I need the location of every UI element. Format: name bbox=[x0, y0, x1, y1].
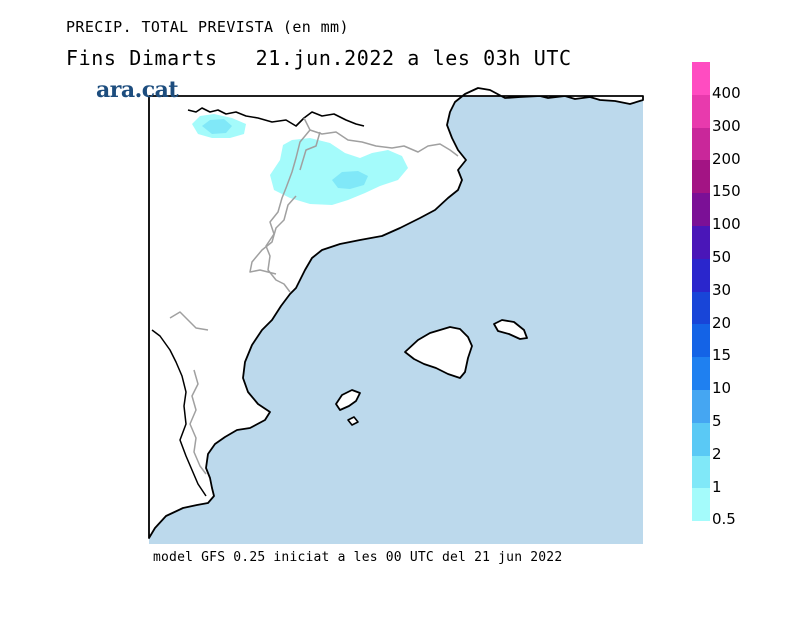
border-catalonia-france bbox=[265, 117, 311, 293]
legend-label: 10 bbox=[712, 379, 732, 398]
legend-swatch bbox=[692, 291, 710, 325]
legend-swatch bbox=[692, 390, 710, 423]
legend-swatch bbox=[692, 160, 710, 194]
legend-label: 100 bbox=[712, 215, 741, 234]
border-west bbox=[299, 131, 321, 171]
legend-label: 400 bbox=[712, 84, 741, 102]
model-footer: model GFS 0.25 iniciat a les 00 UTC del … bbox=[153, 550, 563, 565]
legend-swatch bbox=[692, 94, 710, 128]
legend-label: 2 bbox=[712, 444, 722, 463]
precip-area-pyrenees-core bbox=[332, 171, 368, 189]
legend-swatch bbox=[692, 258, 710, 292]
island-mallorca bbox=[404, 326, 473, 379]
legend-swatch bbox=[692, 62, 710, 95]
island-formentera bbox=[347, 416, 359, 426]
border-south-west bbox=[169, 311, 209, 331]
coastline-inland-west bbox=[151, 329, 207, 497]
land-mainland bbox=[148, 87, 644, 539]
chart-subtitle: Fins Dimarts 21.jun.2022 a les 03h UTC bbox=[66, 46, 572, 70]
legend-label: 30 bbox=[712, 280, 732, 299]
legend-label: 300 bbox=[712, 116, 741, 135]
legend-swatch bbox=[692, 127, 710, 161]
ara-cat-logo[interactable]: ara.cat bbox=[96, 77, 179, 103]
chart-title: PRECIP. TOTAL PREVISTA (en mm) bbox=[66, 18, 349, 36]
border-valencia bbox=[189, 369, 207, 475]
island-eivissa bbox=[335, 389, 361, 411]
legend-swatch bbox=[692, 357, 710, 390]
legend-label: 150 bbox=[712, 182, 741, 201]
legend-swatch bbox=[692, 324, 710, 358]
legend-label: 200 bbox=[712, 149, 741, 168]
border-aragon-east bbox=[249, 195, 297, 275]
legend-swatch bbox=[692, 193, 710, 226]
legend-label: 1 bbox=[712, 477, 722, 496]
legend-label: 5 bbox=[712, 412, 722, 430]
legend-swatch bbox=[692, 488, 710, 522]
island-menorca bbox=[493, 319, 528, 340]
legend-swatch bbox=[692, 422, 710, 456]
legend-label: 50 bbox=[712, 248, 732, 266]
coastline-north bbox=[187, 107, 365, 127]
legend-label: 15 bbox=[712, 346, 732, 365]
legend-swatch bbox=[692, 226, 710, 259]
legend-label: 20 bbox=[712, 313, 732, 332]
legend-label: 0.5 bbox=[712, 510, 736, 529]
legend-swatch bbox=[692, 455, 710, 489]
border-pyrenees bbox=[309, 129, 459, 157]
precip-area-north-core bbox=[202, 119, 232, 134]
